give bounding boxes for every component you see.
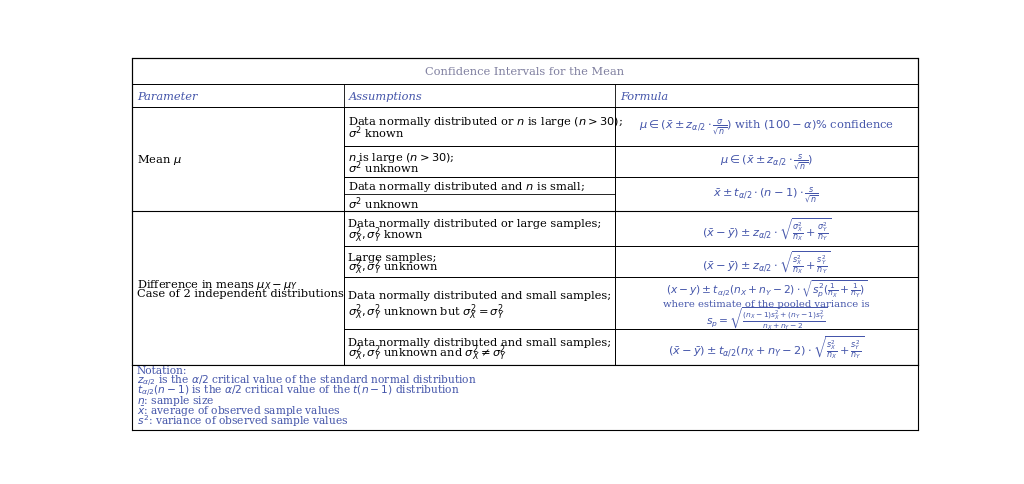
Text: $n$: sample size: $n$: sample size (137, 393, 214, 408)
Text: $\sigma^2$ unknown: $\sigma^2$ unknown (348, 159, 419, 175)
Text: Confidence Intervals for the Mean: Confidence Intervals for the Mean (425, 67, 625, 77)
Text: Case of 2 independent distributions: Case of 2 independent distributions (137, 288, 344, 298)
Bar (132, 59, 918, 85)
Text: Parameter: Parameter (137, 91, 198, 102)
Text: Assumptions: Assumptions (349, 91, 423, 102)
Text: $s_p = \sqrt{\frac{(n_X-1)s^2_X + (n_Y-1)s^2_Y}{n_X+n_Y-2}}$: $s_p = \sqrt{\frac{(n_X-1)s^2_X + (n_Y-1… (706, 305, 827, 333)
Bar (615, 178, 918, 212)
Bar (344, 246, 615, 278)
Text: Notation:: Notation: (137, 366, 187, 376)
Text: where estimate of the pooled variance is: where estimate of the pooled variance is (664, 299, 869, 308)
Text: Difference in means $\mu_X - \mu_Y$: Difference in means $\mu_X - \mu_Y$ (137, 277, 298, 291)
Bar (132, 85, 918, 108)
Text: $\sigma^2$ unknown: $\sigma^2$ unknown (348, 195, 419, 212)
Text: $\sigma^2_X, \sigma^2_Y$ unknown but $\sigma^2_X = \sigma^2_Y$: $\sigma^2_X, \sigma^2_Y$ unknown but $\s… (348, 302, 505, 321)
Bar (615, 329, 918, 365)
Bar (344, 146, 615, 178)
Bar (344, 212, 615, 246)
Text: Formula: Formula (620, 91, 668, 102)
Text: $\mu \in (\bar{x} \pm z_{\alpha/2} \cdot \frac{s}{\sqrt{n}})$: $\mu \in (\bar{x} \pm z_{\alpha/2} \cdot… (720, 152, 813, 172)
Bar (615, 212, 918, 246)
Text: $s^2$: variance of observed sample values: $s^2$: variance of observed sample value… (137, 413, 348, 428)
Text: $n$ is large $(n > 30)$;: $n$ is large $(n > 30)$; (348, 151, 455, 165)
Text: $z_{\alpha/2}$ is the $\alpha/2$ critical value of the standard normal distribut: $z_{\alpha/2}$ is the $\alpha/2$ critica… (137, 373, 476, 388)
Bar (615, 146, 918, 178)
Text: $(\bar{x} - \bar{y}) \pm t_{\alpha/2}(n_X + n_Y - 2) \cdot \sqrt{\frac{s^2_X}{n_: $(\bar{x} - \bar{y}) \pm t_{\alpha/2}(n_… (669, 334, 864, 361)
Bar (344, 178, 615, 212)
Text: $t_{\alpha/2}(n-1)$ is the $\alpha/2$ critical value of the $t(n-1)$ distributio: $t_{\alpha/2}(n-1)$ is the $\alpha/2$ cr… (137, 383, 460, 398)
Text: $\sigma^2_X, \sigma^2_Y$ unknown and $\sigma^2_X \neq \sigma^2_Y$: $\sigma^2_X, \sigma^2_Y$ unknown and $\s… (348, 343, 507, 363)
Text: Data normally distributed or large samples;: Data normally distributed or large sampl… (348, 219, 601, 229)
Text: $(\bar{x} - \bar{y}) \pm z_{\alpha/2} \cdot \sqrt{\frac{\sigma^2_X}{n_X} + \frac: $(\bar{x} - \bar{y}) \pm z_{\alpha/2} \c… (701, 216, 830, 242)
Text: Data normally distributed and small samples;: Data normally distributed and small samp… (348, 337, 611, 347)
Text: $(x - y) \pm t_{\alpha/2}(n_X + n_Y - 2) \cdot \sqrt{s^2_p(\frac{1}{n_X} + \frac: $(x - y) \pm t_{\alpha/2}(n_X + n_Y - 2)… (666, 277, 867, 299)
Text: $\bar{x} \pm t_{\alpha/2} \cdot (n-1) \cdot \frac{s}{\sqrt{n}}$: $\bar{x} \pm t_{\alpha/2} \cdot (n-1) \c… (714, 185, 819, 205)
Text: Mean $\mu$: Mean $\mu$ (137, 153, 181, 167)
Bar (344, 329, 615, 365)
Text: $\bar{x}$: average of observed sample values: $\bar{x}$: average of observed sample va… (137, 404, 341, 418)
Text: $\sigma^2_X, \sigma^2_Y$ known: $\sigma^2_X, \sigma^2_Y$ known (348, 225, 424, 244)
Text: Large samples;: Large samples; (348, 252, 436, 262)
Text: Data normally distributed and small samples;: Data normally distributed and small samp… (348, 291, 611, 301)
Text: $(\bar{x} - \bar{y}) \pm z_{\alpha/2} \cdot \sqrt{\frac{s^2_X}{n_X} + \frac{s^2_: $(\bar{x} - \bar{y}) \pm z_{\alpha/2} \c… (702, 249, 830, 275)
Bar (615, 246, 918, 278)
Text: $\sigma^2_X, \sigma^2_Y$ unknown: $\sigma^2_X, \sigma^2_Y$ unknown (348, 257, 438, 276)
Text: $\mu \in (\bar{x} \pm z_{\alpha/2} \cdot \frac{\sigma}{\sqrt{n}})$ with $(100 - : $\mu \in (\bar{x} \pm z_{\alpha/2} \cdot… (639, 117, 894, 137)
Text: Data normally distributed and $n$ is small;: Data normally distributed and $n$ is sma… (348, 180, 585, 194)
Text: $\sigma^2$ known: $\sigma^2$ known (348, 124, 404, 141)
Text: Data normally distributed or $n$ is large $(n > 30)$;: Data normally distributed or $n$ is larg… (348, 114, 624, 128)
